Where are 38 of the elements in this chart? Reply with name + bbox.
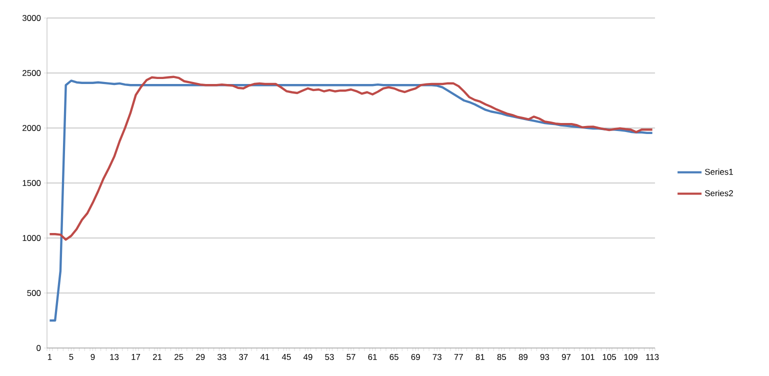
x-tick-label: 29 — [196, 354, 205, 360]
x-tick-label: 21 — [153, 354, 162, 360]
x-tick-label: 49 — [303, 354, 312, 360]
x-tick-label: 37 — [239, 354, 248, 360]
x-tick-label: 17 — [132, 354, 140, 360]
x-tick-label: 77 — [454, 354, 463, 360]
x-tick-label: 13 — [110, 354, 119, 360]
x-tick-label: 101 — [581, 354, 594, 360]
x-tick-label: 113 — [646, 354, 659, 360]
x-tick-label: 45 — [282, 354, 291, 360]
x-tick-label: 61 — [368, 354, 377, 360]
x-tick-label: 41 — [260, 354, 270, 360]
x-tick-label: 53 — [325, 354, 334, 360]
y-tick-label: 2500 — [22, 70, 41, 76]
y-tick-label: 1000 — [22, 235, 41, 241]
x-tick-label: 85 — [497, 354, 506, 360]
y-tick-label: 2000 — [22, 125, 41, 131]
y-tick-label: 0 — [36, 345, 41, 351]
y-tick-label: 3000 — [22, 15, 41, 21]
x-tick-label: 69 — [411, 354, 420, 360]
x-tick-label: 25 — [174, 354, 184, 360]
x-tick-label: 33 — [217, 354, 226, 360]
legend-label: Series1 — [705, 168, 733, 175]
x-tick-label: 89 — [518, 354, 528, 360]
x-tick-label: 81 — [476, 354, 484, 360]
legend-label: Series2 — [705, 190, 733, 196]
y-tick-label: 1500 — [22, 180, 41, 186]
x-tick-label: 97 — [562, 354, 571, 360]
x-tick-label: 1 — [48, 354, 52, 360]
x-tick-label: 65 — [390, 354, 398, 360]
x-tick-label: 109 — [624, 354, 638, 360]
x-tick-label: 93 — [540, 354, 550, 360]
y-tick-label: 500 — [27, 290, 41, 296]
x-tick-label: 73 — [432, 354, 442, 360]
x-tick-label: 105 — [602, 354, 616, 360]
x-tick-label: 5 — [69, 354, 74, 360]
x-tick-label: 9 — [90, 354, 95, 360]
x-tick-label: 57 — [346, 354, 356, 360]
